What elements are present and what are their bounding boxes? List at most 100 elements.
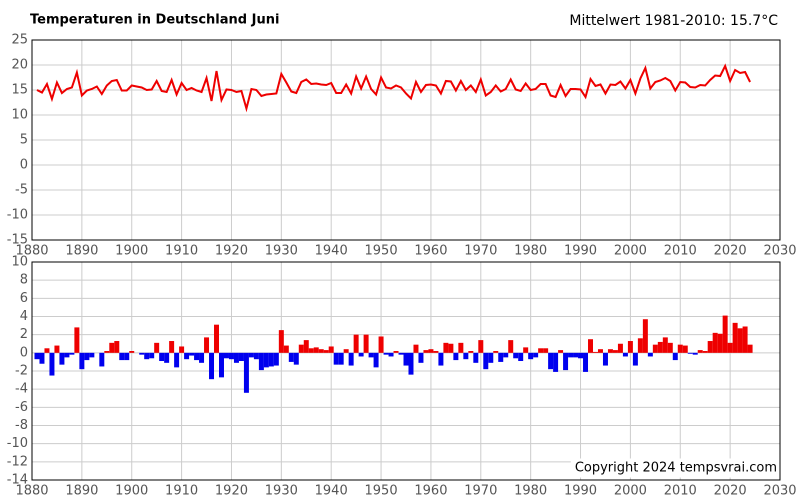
anomaly-bar [593,351,598,353]
anomaly-bar [288,352,294,362]
anomaly-bar [248,352,254,358]
anomaly-bar [458,342,464,353]
anomaly-bar [243,352,249,393]
anomaly-bar [283,345,289,353]
y-tick-label: 2 [20,327,28,342]
anomaly-bar [189,352,195,356]
x-tick-label: 1900 [115,244,148,259]
anomaly-bar [438,352,444,366]
anomaly-bar [219,352,224,378]
chart-title: Temperaturen in Deutschland Juni [30,13,279,28]
x-tick-label: 1910 [165,484,198,499]
anomaly-bar [348,352,354,366]
y-tick-label: -15 [7,233,28,248]
anomaly-bar [528,352,534,360]
anomaly-bar [44,348,50,353]
anomaly-bar [204,337,210,353]
anomaly-bar [313,347,319,353]
anomaly-bar [84,352,90,361]
anomaly-bar [358,352,364,357]
x-tick-label: 1880 [15,244,48,259]
x-tick-label: 1920 [215,484,248,499]
anomaly-bar [553,352,559,372]
anomaly-bar [49,352,55,376]
x-tick-label: 1960 [414,244,447,259]
plot-frame [31,261,781,481]
anomaly-bar [503,352,509,358]
anomaly-bar [298,344,304,353]
anomaly-bar [233,352,239,363]
anomaly-bar [253,352,259,360]
anomaly-bar [278,330,284,353]
anomaly-bar [398,352,404,355]
y-tick-label: -8 [15,418,28,433]
anomaly-bar [473,352,479,363]
anomaly-bar [607,349,613,353]
x-tick-label: 1940 [315,244,348,259]
anomaly-bar [627,341,633,353]
y-tick-label: 0 [20,158,28,173]
anomaly-bar [403,352,409,366]
y-tick-label: 10 [11,108,28,123]
anomaly-bar [59,352,65,365]
anomaly-bar [682,345,688,353]
x-tick-label: 2000 [614,244,647,259]
anomaly-bar [114,341,120,353]
anomaly-bar [588,339,593,353]
y-tick-label: 20 [11,58,28,73]
anomaly-bar [657,341,663,353]
anomaly-bar [109,342,115,353]
y-tick-label: -2 [15,364,28,379]
anomaly-bar [124,352,130,361]
anomaly-bar [468,351,474,353]
anomaly-bar [268,352,274,367]
anomaly-bar [617,343,623,353]
anomaly-bar [548,352,554,370]
anomaly-bar [423,350,429,353]
anomaly-bar [488,352,494,363]
y-tick-label: 15 [11,83,28,98]
anomaly-bar [373,352,379,368]
anomaly-bar [597,349,603,353]
anomaly-bar [214,324,219,353]
anomaly-bar [69,352,75,355]
anomaly-bar [568,352,574,358]
anomaly-bar [543,348,549,353]
anomaly-bar [727,342,733,353]
anomaly-bar [303,340,309,353]
y-tick-label: -12 [7,454,28,469]
anomaly-bar [338,352,344,365]
anomaly-bar [363,334,369,353]
anomaly-bar [652,344,658,353]
anomaly-bar [408,352,414,375]
y-tick-label: -14 [7,473,28,488]
anomaly-bar [463,352,469,360]
anomaly-bar [513,352,519,359]
x-tick-label: 1930 [265,484,298,499]
x-tick-label: 2020 [714,484,747,499]
x-tick-label: 2000 [614,484,647,499]
temperature-line [36,63,751,113]
anomaly-bar [74,327,80,353]
anomaly-bar [273,352,279,366]
anomaly-bar [717,333,723,353]
anomaly-bar [104,351,110,353]
anomaly-bar [518,352,524,362]
anomaly-bar [443,342,449,353]
anomaly-bar [523,347,529,353]
x-tick-label: 1910 [165,244,198,259]
x-tick-label: 1930 [265,244,298,259]
anomaly-bar [343,349,349,353]
y-tick-label: 25 [11,33,28,48]
anomaly-bar [418,352,424,363]
anomaly-bar [154,342,160,353]
anomaly-bar [453,352,459,361]
anomaly-bar [194,352,200,361]
anomaly-bar [139,352,145,355]
anomaly-bar [647,352,653,357]
anomaly-bar [328,346,334,353]
anomaly-bar [144,352,150,360]
anomaly-bar [353,334,359,353]
anomaly-bar [293,352,299,365]
anomaly-bar [722,315,728,353]
